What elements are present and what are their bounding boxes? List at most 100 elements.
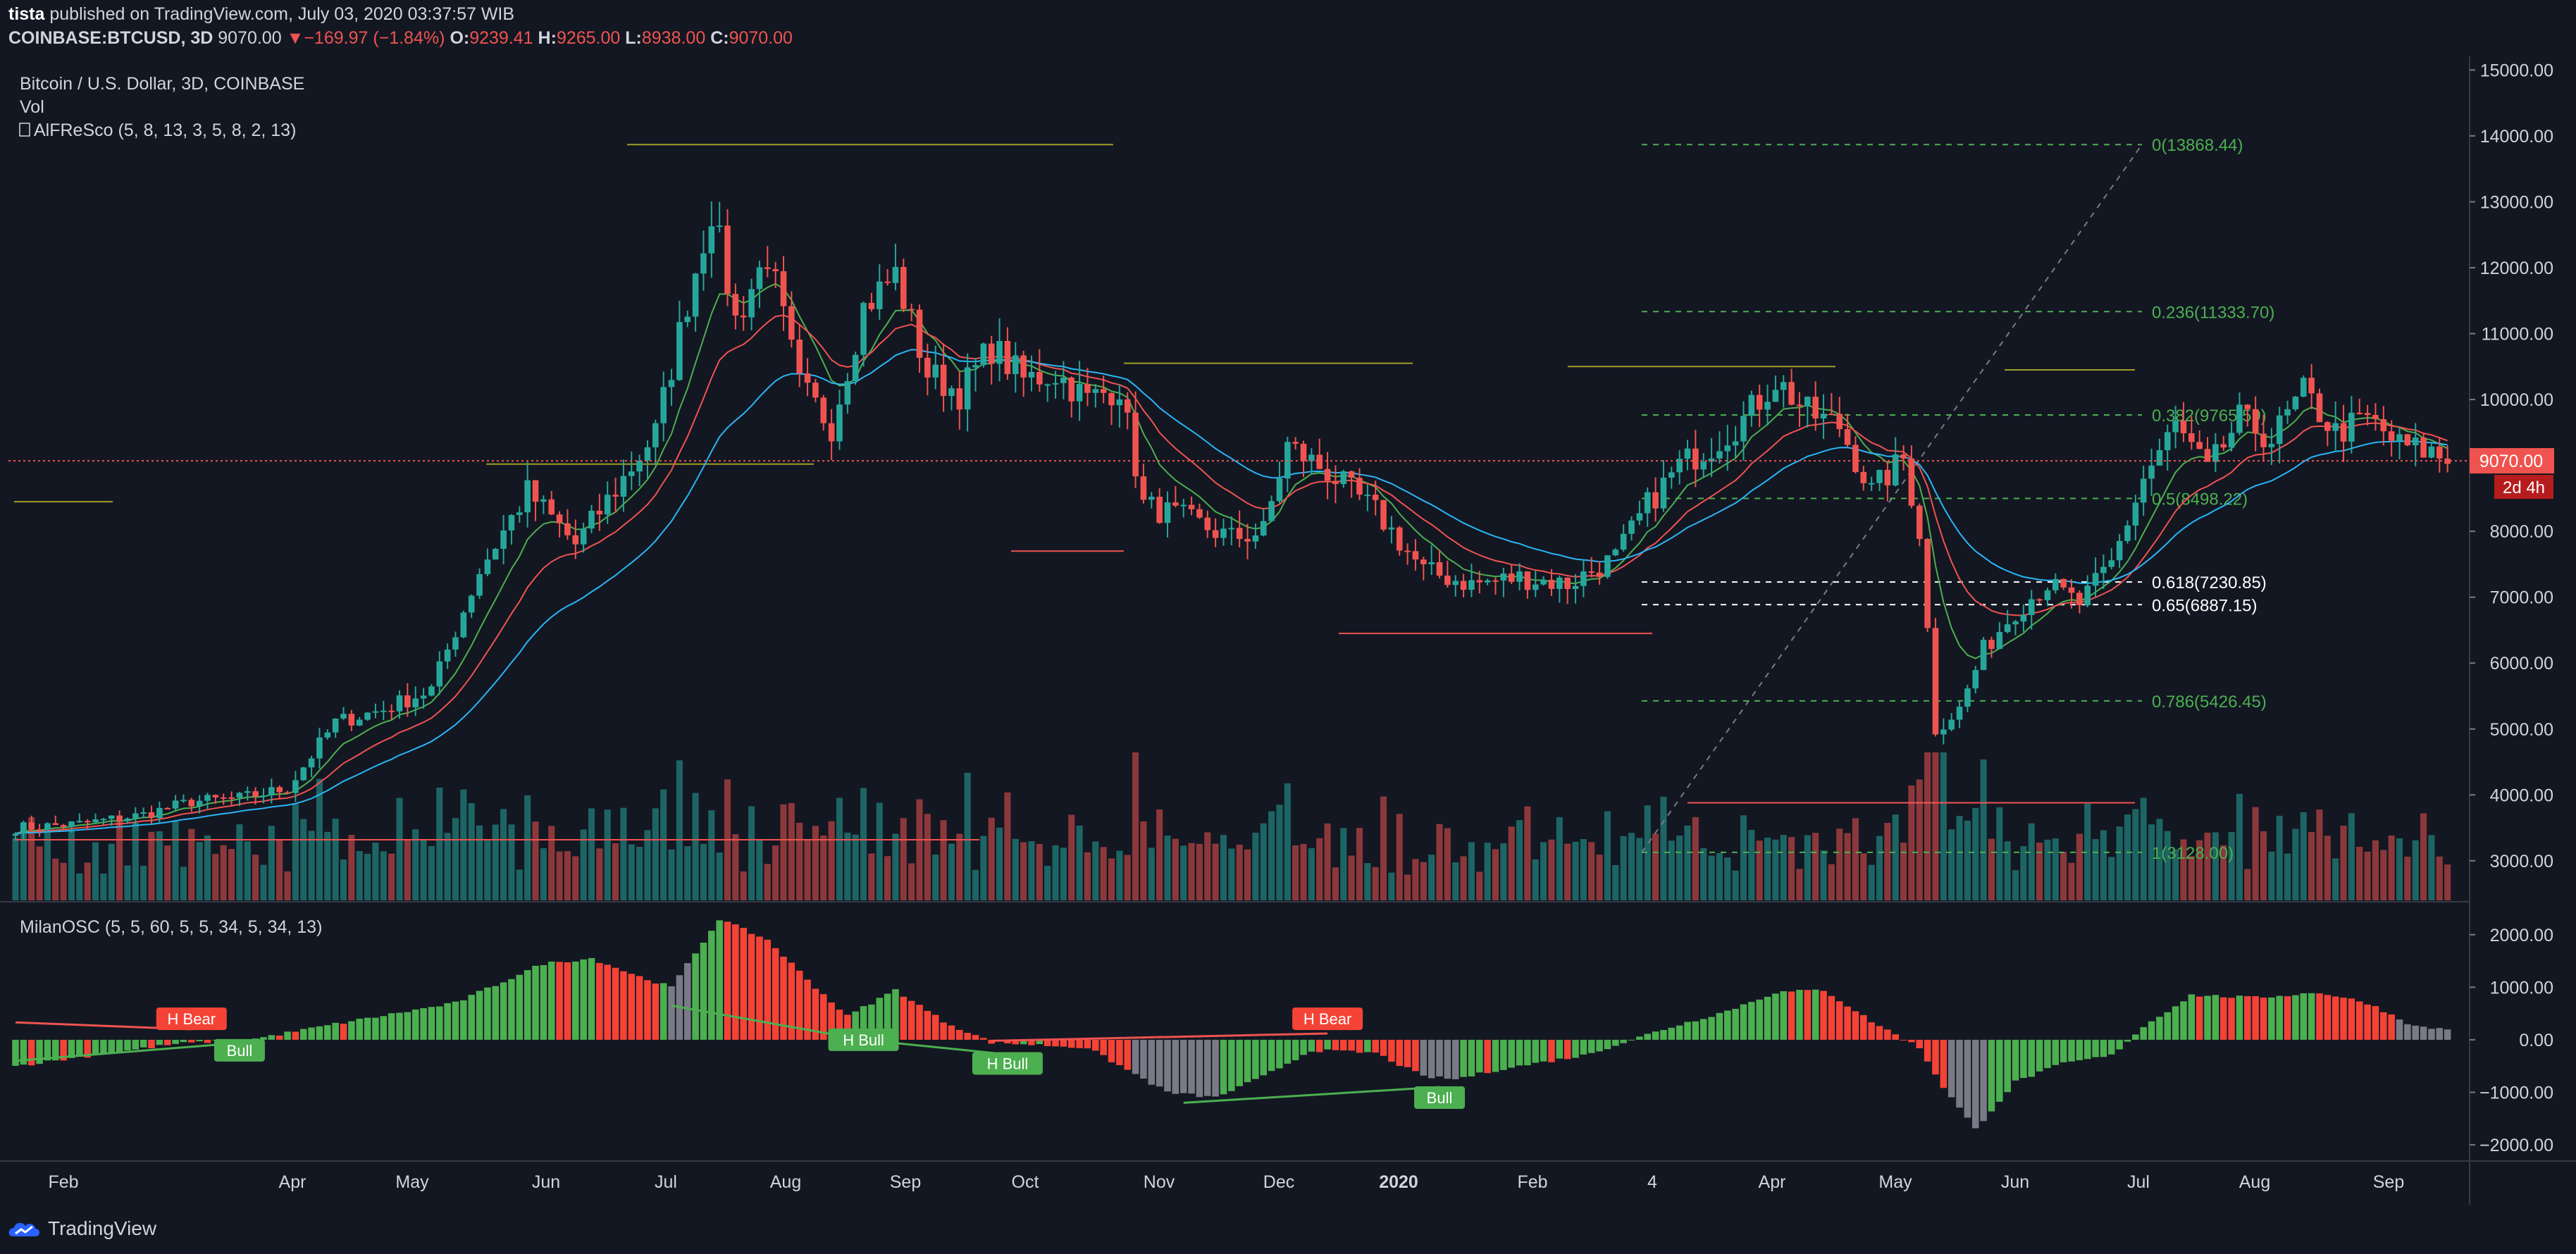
osc-bar [524,970,531,1040]
price-axis[interactable]: 15000.00 14000.00 13000.00 12000.00 11000.00… [2470,61,2553,871]
candle [1324,452,1331,499]
candle-body [172,800,179,809]
volume-bar [2004,841,2011,900]
osc-bar [1612,1039,1619,1046]
candle-body [1908,458,1915,506]
volume-bar [620,807,627,900]
candle [468,594,475,619]
osc-bar [1196,1039,1203,1098]
candle-body [436,661,443,687]
candle-body [860,302,867,355]
osc-bar [284,1031,291,1040]
price-tick-label: 13000.00 [2480,192,2553,212]
candle-body [524,480,531,513]
author-name[interactable]: tista [8,4,45,24]
osc-bar [892,989,899,1040]
candle [1964,684,1971,712]
osc-bar [2348,998,2355,1040]
volume-bar [1276,805,1283,900]
candle-body [476,573,483,596]
osc-bar [1596,1039,1603,1052]
osc-bar [1108,1039,1115,1062]
main-legend[interactable]: Bitcoin / U.S. Dollar, 3D, COINBASE Vol Al… [19,74,304,140]
candle-body [1132,412,1139,477]
osc-bar [1508,1039,1515,1068]
osc-bar [1884,1029,1891,1040]
candle [1788,368,1795,406]
candle [1812,381,1819,431]
osc-bar [1044,1039,1051,1046]
candle [716,201,723,232]
osc-bar [1844,1006,1851,1040]
candle [1332,465,1339,504]
volume-bar [1860,853,1867,900]
osc-bar [260,1037,267,1040]
candle [2260,414,2267,462]
osc-bar [1828,995,1835,1040]
price-tick-label: 11000.00 [2482,325,2553,344]
osc-bar [2260,998,2267,1040]
volume-bar [420,839,427,900]
tradingview-logo[interactable]: TradingView [8,1217,156,1240]
volume-bar [764,864,771,900]
candle-body [1180,504,1187,507]
candle [332,718,339,738]
candle [92,813,99,824]
osc-bar [172,1039,179,1044]
candle-body [2036,599,2043,601]
candle [52,815,59,826]
volume-bar [1948,829,1955,900]
candlestick-series[interactable] [12,201,2451,841]
candle-body [708,226,715,254]
oscillator-axis[interactable]: 2000.00 1000.00 0.00 −1000.00 −2000.00 [2470,926,2553,1155]
candle [1772,375,1779,402]
candle-body [764,267,771,269]
candle [2228,421,2235,452]
candle-body [2124,525,2131,541]
volume-bar [1180,845,1187,900]
label-text: H Bull [987,1055,1029,1072]
chart-canvas[interactable]: 15000.00 14000.00 13000.00 12000.00 11000.00… [0,56,2576,1205]
osc-bar [2300,993,2308,1040]
candle [772,261,779,288]
candle [2284,400,2291,424]
osc-bar [492,986,500,1040]
candle-body [1124,399,1131,413]
candle [44,822,51,833]
candle [140,807,147,819]
candle-body [2116,540,2123,561]
fib-level-label: 0.5(8498.22) [2152,490,2248,509]
volume-bar [2196,840,2203,900]
candle-body [2164,432,2171,451]
volume-bar [44,831,51,900]
candle [1932,618,1939,737]
volume-bar [1036,843,1043,900]
fib-level-label: 0.382(9765.59) [2152,406,2267,426]
candle [1076,361,1083,421]
osc-bar [468,995,475,1040]
candle-body [1244,538,1251,542]
candle [1340,469,1347,488]
time-tick-label: Sep [890,1172,921,1192]
candle-body [700,253,707,274]
candle-body [2372,415,2379,419]
osc-bar [1980,1039,1987,1122]
volume-bar [1236,844,1243,900]
osc-bar [2396,1019,2403,1040]
time-axis[interactable]: Feb Apr May Jun Jul Aug Sep Oct Nov Dec 2020 Feb 4 Ap… [48,1172,2404,1192]
candle [1084,368,1091,406]
candle [1988,636,1995,658]
volume-bar [444,833,451,900]
osc-bar [2219,997,2227,1040]
candle-body [1380,499,1387,530]
candle-body [364,712,371,720]
candle [1364,484,1371,511]
osc-bar [2355,1001,2363,1040]
candle [564,509,571,540]
volume-bar [1156,809,1163,900]
candle [2412,423,2419,467]
osc-bar [1172,1039,1179,1094]
volume-bar [100,874,107,900]
candle [2444,445,2451,473]
candle [844,373,851,414]
